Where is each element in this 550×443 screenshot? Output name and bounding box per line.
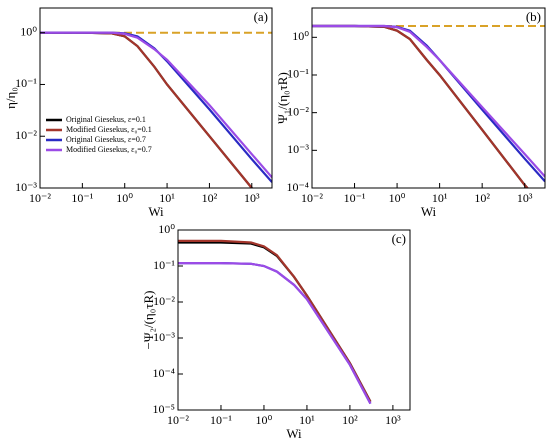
y-tick-label: 10⁻⁴: [286, 180, 309, 194]
y-tick-label: 10⁻²: [15, 128, 37, 142]
x-tick-label: 10⁰: [256, 413, 273, 427]
y-tick-label: 10⁻¹: [15, 76, 37, 90]
x-tick-label: 10²: [342, 413, 358, 427]
series-line: [178, 262, 372, 405]
x-tick-label: 10⁻¹: [210, 413, 232, 427]
x-tick-label: 10⁻²: [301, 191, 323, 205]
y-tick-label: 10⁻²: [153, 294, 175, 308]
series-line: [40, 31, 272, 179]
y-axis-label: Ψ₁/(η₀τR): [275, 72, 290, 124]
y-tick-label: 10⁻³: [287, 142, 309, 156]
x-tick-label: 10¹: [159, 191, 175, 205]
plot-frame: [311, 7, 546, 189]
legend-label: Original Giesekus, ε=0.7: [66, 135, 146, 144]
x-axis-label: Wi: [421, 204, 437, 219]
lines: [178, 239, 372, 405]
x-tick-label: 10⁰: [116, 191, 133, 205]
x-axis-label: Wi: [148, 204, 164, 219]
y-tick-label: 10⁻⁴: [152, 366, 175, 380]
lines: [40, 31, 272, 188]
y-tick-label: 10⁻¹: [153, 258, 175, 272]
lines: [312, 24, 545, 188]
y-tick-label: 10⁻²: [287, 104, 309, 118]
x-tick-label: 10³: [244, 191, 260, 205]
series-line: [40, 31, 272, 183]
panel-label: (b): [526, 9, 541, 24]
series-line: [312, 24, 529, 188]
series-line: [178, 241, 372, 403]
y-tick-label: 10⁻¹: [287, 67, 309, 81]
series-line: [178, 239, 372, 403]
x-tick-label: 10¹: [299, 413, 315, 427]
panel: 10⁻² 10⁻¹ 10⁰ 10¹ 10² 10³10⁻³10⁻²10⁻¹10⁰Wiη/η…: [3, 7, 273, 219]
y-tick-label: 10⁰: [158, 222, 175, 236]
y-tick-label: 10⁻⁵: [152, 402, 175, 416]
legend-label: Modified Giesekus, ε₀=0.7: [66, 145, 152, 154]
x-tick-label: 10⁻¹: [71, 191, 93, 205]
y-axis-label: η/η₀: [3, 87, 18, 109]
x-tick-label: 10¹: [432, 191, 448, 205]
series-line: [178, 262, 372, 405]
y-tick-label: 10⁰: [292, 29, 309, 43]
panel: 10⁻² 10⁻¹ 10⁰ 10¹ 10² 10³ 10⁻⁵ 10⁻⁴ 10⁻³ 10⁻² 10⁻¹…: [141, 222, 411, 441]
series-line: [312, 24, 529, 188]
legend-label: Modified Giesekus, ε₀=0.1: [66, 125, 152, 134]
y-axis-label: −Ψ₂/(η₀τR): [141, 291, 156, 350]
x-axis-label: Wi: [286, 426, 302, 441]
plot-frame: [177, 229, 411, 411]
y-tick-label: 10⁻³: [15, 180, 37, 194]
x-tick-label: 10⁻¹: [344, 191, 366, 205]
y-tick-label: 10⁰: [20, 24, 37, 38]
panel: 10⁻² 10⁻¹ 10⁰ 10¹ 10² 10³ 10⁻⁴ 10⁻³ 10⁻² 10⁻¹ 10⁰ W…: [275, 7, 546, 219]
panel-label: (c): [392, 231, 406, 246]
panel-label: (a): [254, 9, 268, 24]
x-tick-label: 10⁰: [389, 191, 406, 205]
x-tick-label: 10²: [202, 191, 218, 205]
plot-frame: [39, 7, 273, 189]
series-line: [312, 24, 545, 178]
y-tick-label: 10⁻³: [153, 330, 175, 344]
x-tick-label: 10³: [517, 191, 533, 205]
x-tick-label: 10⁻²: [29, 191, 51, 205]
legend-label: Original Giesekus, ε=0.1: [66, 115, 146, 124]
x-tick-label: 10³: [385, 413, 401, 427]
x-tick-label: 10²: [474, 191, 490, 205]
x-tick-label: 10⁻²: [167, 413, 189, 427]
